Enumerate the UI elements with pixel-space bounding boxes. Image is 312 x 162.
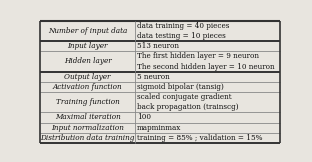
Bar [135,133,280,143]
Bar [40,112,135,123]
Bar [135,112,280,123]
Text: data testing = 10 pieces: data testing = 10 pieces [137,32,226,40]
Text: Activation function: Activation function [53,83,122,91]
Text: Input normalization: Input normalization [51,124,124,132]
Text: The first hidden layer = 9 neuron: The first hidden layer = 9 neuron [137,52,259,60]
Bar [135,82,280,92]
Text: Distribution data training: Distribution data training [40,134,135,142]
Text: 5 neuron: 5 neuron [137,73,169,81]
Text: data training = 40 pieces: data training = 40 pieces [137,22,229,30]
Text: sigmoid bipolar (tansig): sigmoid bipolar (tansig) [137,83,224,91]
Text: Input layer: Input layer [67,42,108,50]
Bar [135,51,280,72]
Bar [135,72,280,82]
Text: Maximal iteration: Maximal iteration [55,113,120,122]
Text: 513 neuron: 513 neuron [137,42,179,50]
Bar [40,51,135,72]
Text: mapminmax: mapminmax [137,124,181,132]
Bar [40,92,135,112]
Bar [40,72,135,82]
Text: Training function: Training function [56,98,119,106]
Bar [135,123,280,133]
Text: The second hidden layer = 10 neuron: The second hidden layer = 10 neuron [137,63,274,70]
Bar [40,133,135,143]
Text: Hidden layer: Hidden layer [64,58,111,65]
Text: 100: 100 [137,113,151,122]
Text: Output layer: Output layer [64,73,111,81]
Bar [40,41,135,51]
Bar [135,21,280,41]
Text: scaled conjugate gradient: scaled conjugate gradient [137,93,231,101]
Text: Number of input data: Number of input data [48,27,127,35]
Bar [40,21,135,41]
Bar [135,92,280,112]
Text: training = 85% ; validation = 15%: training = 85% ; validation = 15% [137,134,262,142]
Bar [135,41,280,51]
Text: back propagation (trainscg): back propagation (trainscg) [137,103,238,111]
Bar [40,82,135,92]
Bar [40,123,135,133]
